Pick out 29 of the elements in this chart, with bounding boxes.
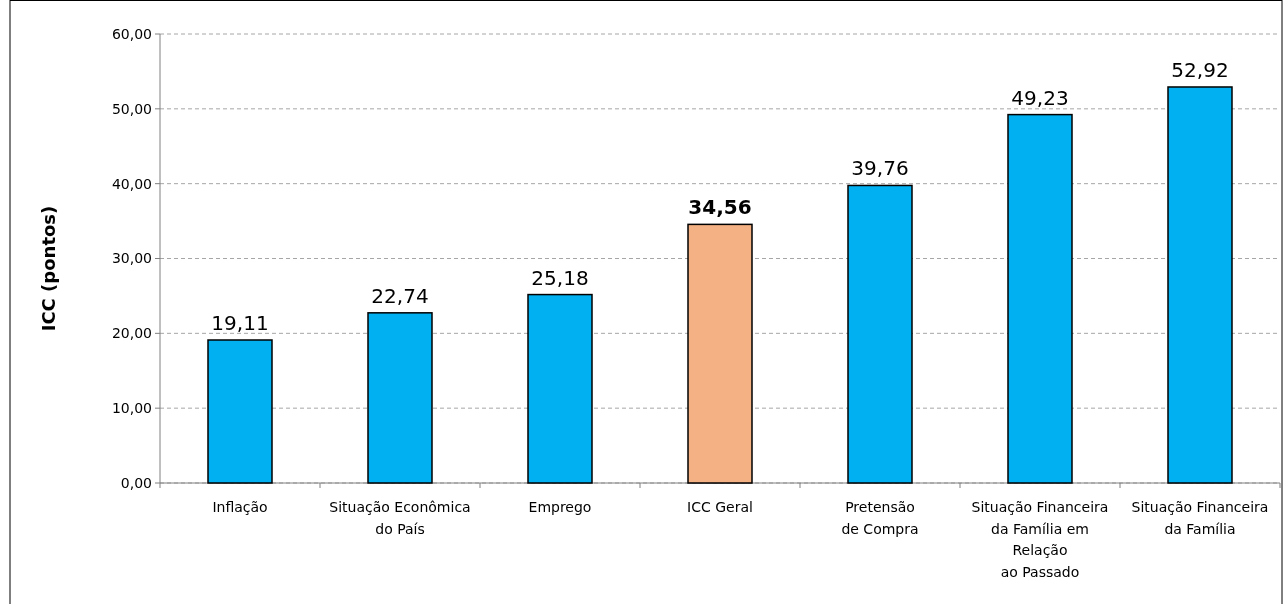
bar — [687, 223, 753, 484]
data-label: 34,56 — [688, 195, 752, 220]
y-tick-label: 60,00 — [111, 25, 152, 42]
x-tick-label: Situação Financeira da Família em Relação ao Passado — [971, 499, 1109, 580]
x-tick-label: Pretensão de Compra — [841, 499, 919, 537]
data-label: 19,11 — [211, 310, 269, 335]
bar — [1167, 86, 1233, 484]
bar — [207, 339, 273, 484]
bar — [847, 184, 913, 484]
x-tick-label: Inflação — [212, 499, 268, 515]
y-tick-label: 10,00 — [111, 400, 152, 417]
y-axis-title: ICC (pontos) — [38, 205, 59, 332]
bar — [1007, 113, 1073, 484]
data-label: 39,76 — [851, 156, 909, 181]
data-label: 22,74 — [371, 283, 429, 308]
x-tick-label: Emprego — [528, 499, 592, 515]
x-tick-label: Situação Econômica do País — [329, 499, 471, 537]
data-label: 49,23 — [1011, 85, 1069, 110]
y-tick-label: 30,00 — [111, 250, 152, 267]
x-tick-label: Situação Financeira da Família — [1131, 499, 1269, 537]
y-tick-label: 50,00 — [111, 100, 152, 117]
bar — [367, 312, 433, 484]
y-tick-label: 20,00 — [111, 325, 152, 342]
y-tick-label: 40,00 — [111, 175, 152, 192]
bar — [527, 293, 593, 484]
x-tick-label: ICC Geral — [687, 499, 753, 515]
data-label: 25,18 — [531, 265, 589, 290]
y-tick-label: 0,00 — [120, 474, 152, 491]
data-label: 52,92 — [1171, 57, 1229, 82]
